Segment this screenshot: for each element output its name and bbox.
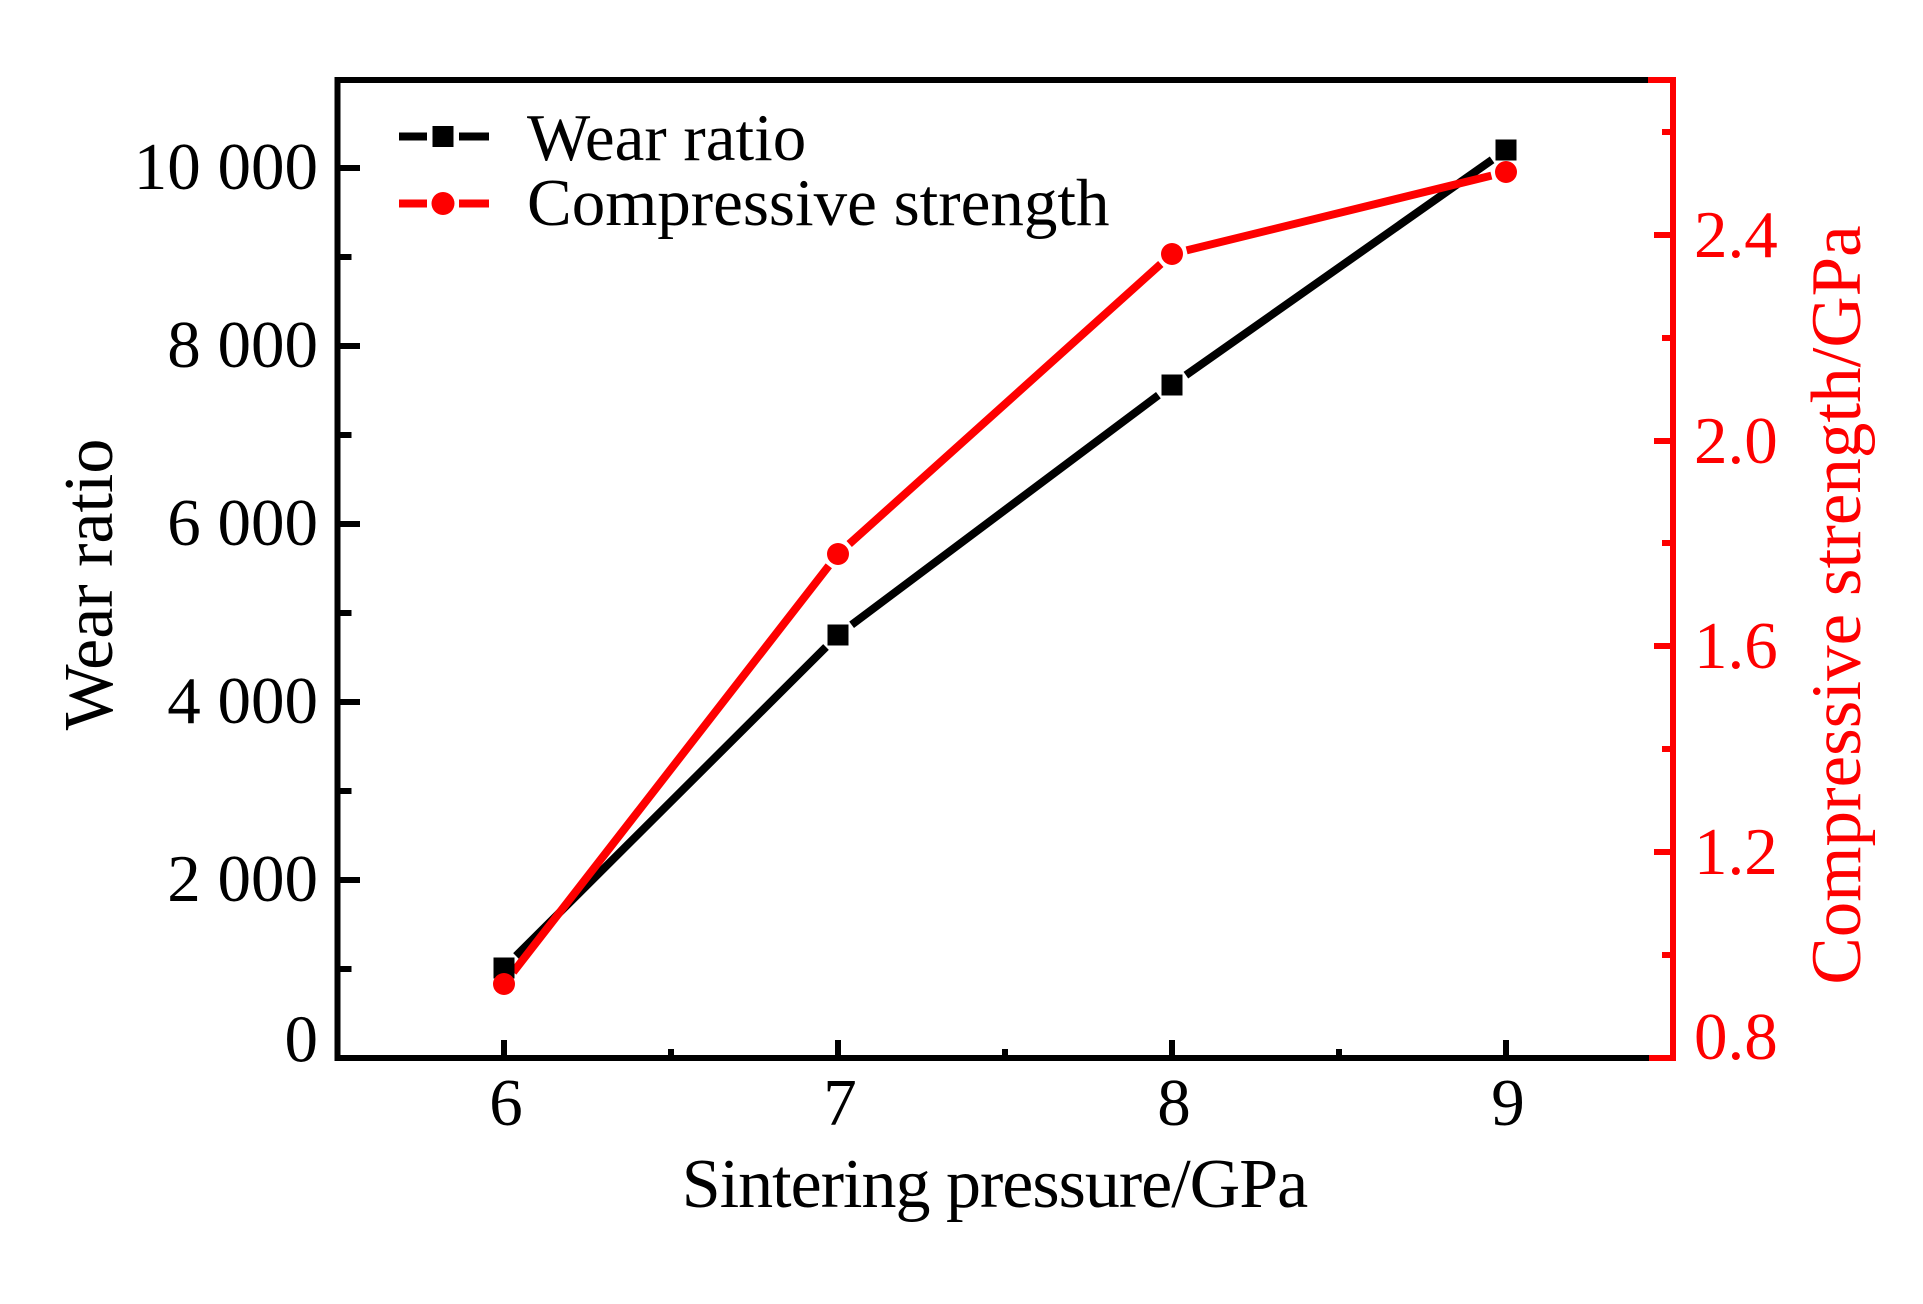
svg-text:6 000: 6 000 — [167, 486, 318, 560]
svg-text:Wear ratio: Wear ratio — [51, 439, 128, 731]
svg-text:10 000: 10 000 — [134, 130, 318, 204]
svg-text:Wear ratio: Wear ratio — [527, 101, 806, 175]
svg-text:2.4: 2.4 — [1694, 198, 1778, 272]
svg-text:Sintering pressure/GPa: Sintering pressure/GPa — [682, 1146, 1308, 1223]
svg-text:1.2: 1.2 — [1694, 815, 1778, 889]
svg-text:Compressive strength/GPa: Compressive strength/GPa — [1798, 225, 1876, 984]
svg-text:1.6: 1.6 — [1694, 609, 1778, 683]
svg-text:4 000: 4 000 — [167, 664, 318, 738]
svg-text:0: 0 — [285, 1003, 319, 1077]
svg-text:2.0: 2.0 — [1694, 404, 1778, 478]
svg-text:6: 6 — [489, 1066, 523, 1140]
svg-text:7: 7 — [823, 1066, 857, 1140]
svg-text:8: 8 — [1157, 1066, 1191, 1140]
svg-text:Compressive strength: Compressive strength — [527, 166, 1109, 240]
svg-text:9: 9 — [1491, 1066, 1525, 1140]
svg-text:8 000: 8 000 — [167, 308, 318, 382]
svg-text:2 000: 2 000 — [167, 842, 318, 916]
svg-text:0.8: 0.8 — [1694, 1000, 1778, 1074]
